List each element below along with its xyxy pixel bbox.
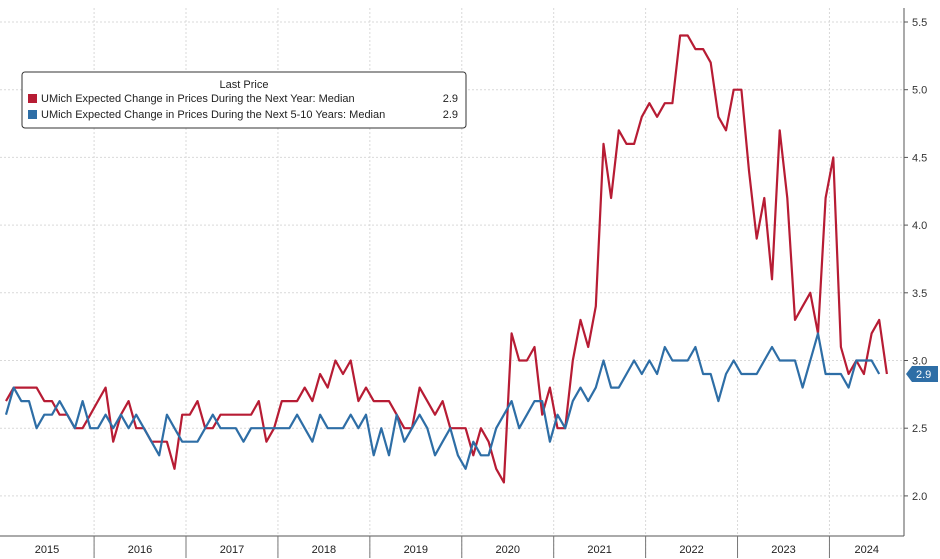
y-tick-label: 5.0 bbox=[912, 85, 927, 97]
last-value-tag bbox=[906, 366, 938, 383]
series-line-next-year bbox=[5, 34, 888, 484]
y-tick-label: 5.5 bbox=[912, 17, 927, 29]
x-tick-label: 2018 bbox=[312, 544, 336, 556]
last-value-marker: 2.9 bbox=[906, 366, 938, 383]
x-tick-label: 2020 bbox=[495, 544, 519, 556]
y-axis: 2.0 2.5 3.0 3.5 4.0 4.5 5.0 5.5 bbox=[903, 8, 927, 536]
legend-entry-label: UMich Expected Change in Prices During t… bbox=[41, 109, 385, 121]
y-tick-label: 3.0 bbox=[912, 356, 927, 368]
legend-box bbox=[21, 71, 467, 129]
legend-entry-value: 2.9 bbox=[443, 93, 458, 105]
last-value-label: 2.9 bbox=[916, 369, 931, 381]
x-tick-label: 2022 bbox=[679, 544, 703, 556]
legend: Last Price UMich Expected Change in Price… bbox=[21, 71, 467, 129]
x-tick-label: 2021 bbox=[587, 544, 611, 556]
x-tick-label: 2019 bbox=[404, 544, 428, 556]
legend-entry-value: 2.9 bbox=[443, 109, 458, 121]
y-tick-label: 2.5 bbox=[912, 423, 927, 435]
y-tick-label: 4.5 bbox=[912, 152, 927, 164]
x-tick-label: 2023 bbox=[771, 544, 795, 556]
series-layer bbox=[4, 34, 888, 484]
x-tick-label: 2015 bbox=[35, 544, 59, 556]
legend-entry-label: UMich Expected Change in Prices During t… bbox=[41, 93, 355, 105]
y-tick-label: 4.0 bbox=[912, 220, 927, 232]
y-tick-label: 2.0 bbox=[912, 491, 927, 503]
legend-swatch bbox=[28, 94, 37, 103]
x-tick-label: 2017 bbox=[220, 544, 244, 556]
x-axis: 2015 2016 2017 2018 2019 2020 2021 2022 2023 2024 bbox=[0, 535, 904, 558]
y-tick-label: 3.5 bbox=[912, 288, 927, 300]
legend-title: Last Price bbox=[220, 79, 269, 91]
x-tick-label: 2024 bbox=[854, 544, 878, 556]
legend-swatch bbox=[28, 110, 37, 119]
x-tick-label: 2016 bbox=[128, 544, 152, 556]
series-line-5-10-years bbox=[4, 332, 881, 470]
